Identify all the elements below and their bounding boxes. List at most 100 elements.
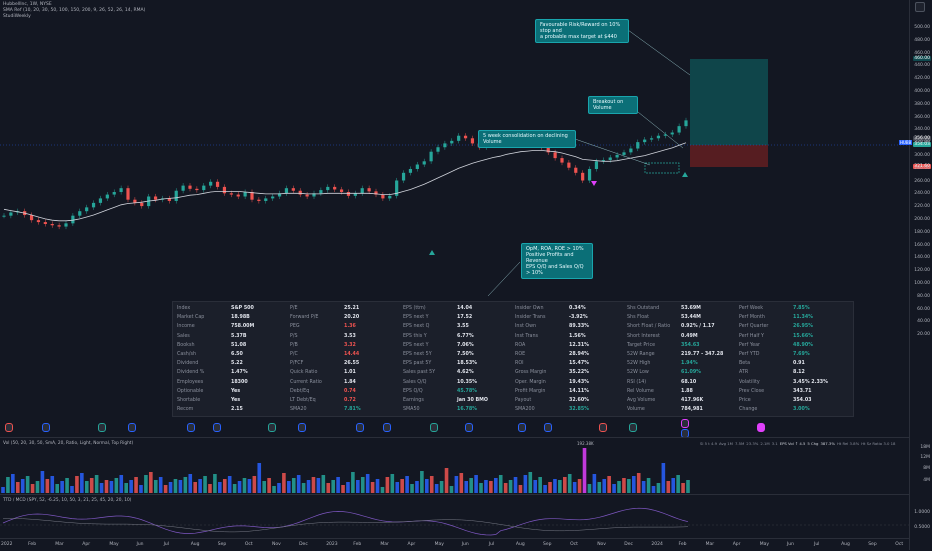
time-tick-label: Sep — [868, 542, 877, 547]
volume-bar — [331, 480, 335, 493]
earnings-event-icon[interactable] — [187, 423, 195, 432]
fundamental-value: 1.88 — [681, 388, 693, 394]
volume-chart[interactable] — [0, 438, 910, 494]
vol-axis-label: 12M — [920, 455, 930, 460]
indicator-legend[interactable]: TTD / MCD (SPY, 52, -6.25, 10, 50, 3, 21… — [3, 498, 132, 503]
dividend-event-icon[interactable] — [268, 423, 276, 432]
volume-bar — [218, 482, 222, 493]
fundamental-value: 354.63 — [681, 342, 700, 348]
time-axis[interactable]: 2022 Feb Mar Apr May Jun Jul Aug Sep Oct Nov Dec 202… — [0, 538, 910, 551]
volume-bar — [508, 480, 513, 493]
volume-bar — [277, 483, 281, 493]
pane-separator-2[interactable] — [0, 494, 910, 495]
breakout-callout[interactable]: Breakout on Volume — [588, 96, 638, 114]
consolidation-callout[interactable]: 5 week consolidation on declining Volume — [478, 130, 576, 148]
earnings-event-icon[interactable] — [42, 423, 50, 432]
earnings-event-icon[interactable] — [465, 423, 473, 432]
study-legend[interactable]: StudiWeekly — [3, 14, 31, 19]
fundamental-label: Inst Own — [515, 324, 537, 330]
price-tick-label: 140.00 — [914, 255, 930, 261]
fundamental-value: 53.69M — [681, 306, 701, 311]
volume-bar — [385, 477, 390, 493]
pane-separator-1[interactable] — [0, 437, 910, 438]
volume-bar — [316, 478, 321, 493]
fundamental-label: Insider Trans — [515, 315, 546, 321]
candle-body — [636, 142, 640, 149]
fundamental-value: 417.96K — [681, 398, 704, 403]
candle-body — [457, 135, 461, 141]
price-chart[interactable] — [0, 0, 910, 430]
price-axis[interactable]: 460.00 356.00 354.03 321.60 18M 12M 8M 4… — [909, 0, 932, 550]
dividend-event-icon[interactable] — [430, 423, 438, 432]
fundamental-label: ATR — [739, 370, 749, 376]
fundamental-value: 16.78% — [457, 407, 477, 413]
candle-body — [470, 138, 475, 144]
dividend-event-icon[interactable] — [98, 423, 106, 432]
time-tick-label: 2024 — [651, 542, 663, 547]
price-tick-label: 420.00 — [914, 76, 930, 82]
earnings-event-icon[interactable] — [5, 423, 13, 432]
candle-body — [312, 193, 316, 197]
volume-bar — [356, 480, 360, 493]
fundamental-label: SMA50 — [403, 407, 420, 413]
price-tick-label: 480.00 — [914, 37, 930, 43]
earnings-event-icon[interactable] — [681, 419, 689, 428]
volume-bar — [326, 483, 331, 493]
earnings-event-icon[interactable] — [544, 423, 552, 432]
fundamental-label: Quick Ratio — [290, 370, 318, 376]
candle-body — [326, 186, 330, 191]
candle-body — [133, 199, 137, 203]
news-event-icon[interactable] — [757, 423, 765, 432]
indicator-line-grey — [2, 518, 689, 533]
volume-bar — [183, 477, 188, 493]
fundamental-value: 17.52 — [457, 315, 473, 321]
fundamentals-text-3: EPS Q/Q and Sales Q/Q > 10% — [526, 264, 584, 276]
price-tick-label: 60.00 — [917, 306, 930, 312]
fundamental-value: 15.66% — [793, 333, 813, 339]
earnings-event-icon[interactable] — [298, 423, 306, 432]
volume-legend[interactable]: Vol (50, 20, 30, 50, SmA, 20, Ratio, Lig… — [3, 441, 134, 446]
volume-bar — [553, 479, 557, 493]
volume-bar — [158, 477, 163, 493]
candle-body — [126, 188, 130, 200]
candle-body — [112, 192, 116, 195]
volume-bar — [686, 480, 690, 493]
volume-bar — [94, 475, 99, 493]
dividend-event-icon[interactable] — [599, 423, 607, 432]
time-tick-label: May — [759, 542, 770, 547]
candle-body — [388, 195, 392, 199]
volume-bar — [429, 476, 434, 493]
vol-axis-label: 18M — [920, 445, 930, 450]
axis-settings-icon[interactable] — [915, 2, 925, 12]
fundamental-value: 3.45% 2.33% — [793, 379, 828, 385]
price-tick-label: 240.00 — [914, 191, 930, 197]
buy-marker-1 — [429, 250, 435, 255]
fundamental-value: 32.60% — [569, 398, 589, 403]
earnings-event-icon[interactable] — [356, 423, 364, 432]
candle-body — [57, 225, 61, 227]
fundamental-value: 8.12 — [793, 370, 805, 376]
earnings-event-icon[interactable] — [213, 423, 221, 432]
fundamental-label: Inst Trans — [515, 333, 539, 339]
volume-bar — [65, 478, 69, 493]
fundamental-label: EPS next Y — [403, 342, 429, 348]
symbol-legend[interactable]: HubbellInc, 1W, NYSE — [3, 2, 52, 7]
candle-body — [291, 188, 295, 191]
dividend-event-icon[interactable] — [629, 423, 637, 432]
sma-legend[interactable]: SMA Ref (10, 20, 30, 50, 100, 150, 200, … — [3, 8, 146, 13]
indicator-chart[interactable] — [0, 495, 910, 538]
candle-body — [629, 148, 633, 153]
fundamental-label: Recom — [177, 407, 194, 413]
price-tick-label: 260.00 — [914, 178, 930, 184]
volume-bar — [30, 484, 35, 493]
earnings-event-icon[interactable] — [383, 423, 391, 432]
time-tick-label: Jun — [786, 542, 794, 547]
volume-bar — [168, 482, 173, 493]
risk-reward-callout[interactable]: Favourable Risk/Reward on 10% stop and a… — [535, 19, 629, 43]
fundamentals-callout[interactable]: OpM, ROA, ROE > 10% Positive Profits and… — [521, 243, 593, 279]
earnings-event-icon[interactable] — [128, 423, 136, 432]
time-tick-label: Aug — [515, 542, 525, 547]
volume-bar — [35, 481, 40, 493]
volume-chip: Ht Sz Ratio 3.0 18 — [861, 441, 896, 446]
earnings-event-icon[interactable] — [518, 423, 526, 432]
